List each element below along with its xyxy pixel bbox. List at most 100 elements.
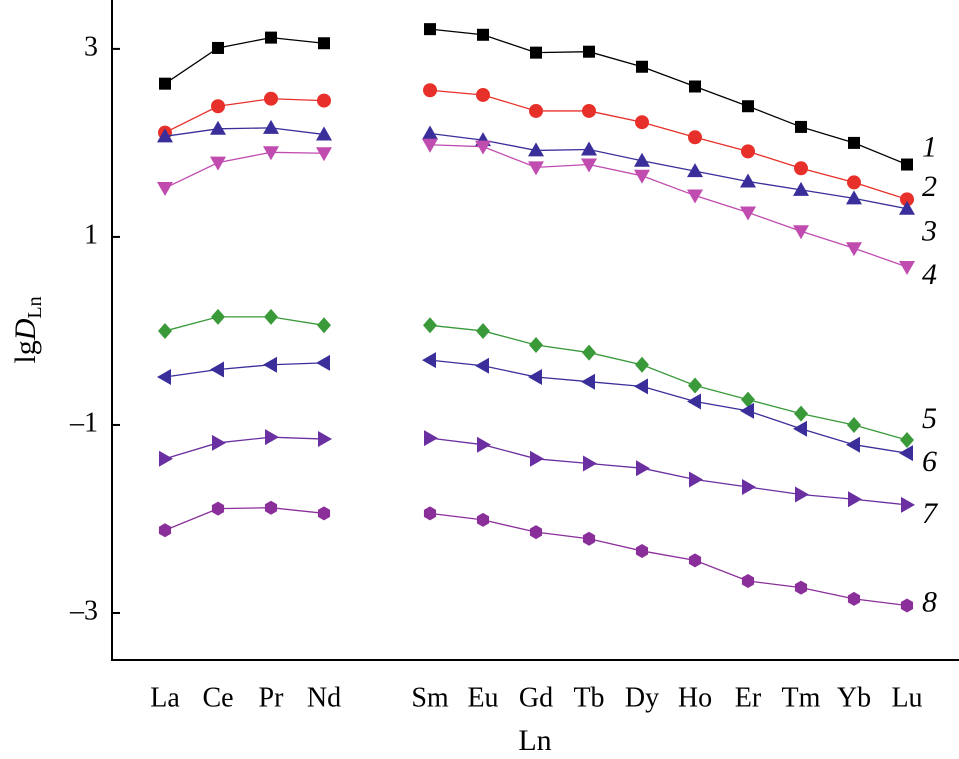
- marker: [687, 189, 703, 204]
- marker: [688, 553, 702, 568]
- marker: [634, 378, 648, 395]
- marker: [794, 580, 808, 595]
- marker: [582, 103, 596, 118]
- marker: [212, 41, 224, 54]
- marker: [741, 391, 755, 408]
- marker: [530, 46, 542, 59]
- series-label: 5: [922, 402, 937, 435]
- marker: [899, 261, 915, 276]
- marker: [635, 115, 649, 130]
- series-label: 7: [922, 497, 939, 530]
- y-axis-label: lgDLn: [9, 296, 46, 363]
- marker: [583, 455, 597, 472]
- series-line: [164, 144, 908, 268]
- marker: [157, 182, 173, 197]
- marker: [900, 432, 914, 448]
- marker: [636, 460, 650, 477]
- marker: [210, 156, 226, 171]
- marker: [634, 152, 650, 167]
- marker: [263, 119, 279, 134]
- marker: [634, 169, 650, 184]
- marker: [529, 337, 543, 354]
- marker: [847, 591, 861, 606]
- marker: [900, 192, 914, 207]
- marker: [422, 138, 438, 153]
- x-tick-label: Sm: [411, 682, 449, 713]
- marker: [583, 45, 595, 58]
- marker: [528, 142, 544, 157]
- marker: [847, 175, 861, 190]
- x-tick-label: Yb: [837, 682, 871, 713]
- marker: [264, 500, 278, 515]
- marker: [741, 144, 755, 159]
- marker: [424, 23, 436, 36]
- marker: [476, 87, 490, 102]
- marker: [793, 225, 809, 240]
- marker: [793, 181, 809, 196]
- marker: [424, 430, 438, 447]
- marker: [846, 436, 860, 453]
- marker: [211, 99, 225, 114]
- marker: [422, 125, 438, 140]
- x-tick-label: Dy: [625, 682, 659, 713]
- marker: [423, 506, 437, 521]
- series-line: [164, 436, 908, 506]
- x-tick-label: La: [150, 682, 180, 713]
- marker: [211, 501, 225, 516]
- marker: [687, 163, 703, 178]
- marker: [740, 173, 756, 188]
- marker: [528, 369, 542, 386]
- marker: [475, 357, 489, 374]
- x-tick-label: Pr: [259, 682, 285, 713]
- marker: [741, 574, 755, 589]
- marker: [318, 37, 330, 50]
- x-axis-label: Ln: [518, 724, 551, 757]
- marker: [316, 147, 332, 162]
- marker: [422, 352, 436, 369]
- marker: [264, 308, 278, 325]
- marker: [318, 431, 332, 448]
- marker: [212, 434, 226, 451]
- marker: [635, 543, 649, 558]
- marker: [635, 356, 649, 373]
- marker: [846, 242, 862, 257]
- marker: [795, 486, 809, 503]
- marker: [900, 598, 914, 613]
- marker: [848, 491, 862, 508]
- marker: [316, 126, 332, 141]
- series-label: 3: [921, 215, 937, 248]
- marker: [581, 373, 595, 390]
- marker: [794, 405, 808, 422]
- marker: [899, 200, 915, 215]
- series-line: [164, 507, 908, 607]
- y-tick-label: 3: [84, 31, 98, 62]
- y-tick-label: –1: [69, 407, 98, 438]
- x-tick-label: Tm: [782, 682, 821, 713]
- x-tick-label: Nd: [307, 682, 341, 713]
- series-line: [164, 316, 908, 441]
- marker: [581, 141, 597, 156]
- marker: [211, 308, 225, 325]
- marker: [689, 80, 701, 93]
- marker: [636, 60, 648, 73]
- marker: [264, 91, 278, 106]
- x-tick-label: Ho: [678, 682, 712, 713]
- marker: [475, 140, 491, 155]
- series-line: [164, 89, 908, 200]
- marker: [157, 369, 171, 386]
- series-label: 8: [922, 585, 937, 618]
- y-label-italic: D: [9, 318, 42, 341]
- marker: [210, 120, 226, 135]
- marker: [529, 525, 543, 540]
- marker: [317, 506, 331, 521]
- marker: [687, 393, 701, 410]
- marker: [528, 161, 544, 176]
- marker: [423, 83, 437, 98]
- marker: [742, 100, 754, 113]
- marker: [476, 512, 490, 527]
- marker: [581, 158, 597, 173]
- x-tick-label: Ce: [202, 682, 233, 713]
- marker: [263, 356, 277, 373]
- series-line: [164, 127, 908, 210]
